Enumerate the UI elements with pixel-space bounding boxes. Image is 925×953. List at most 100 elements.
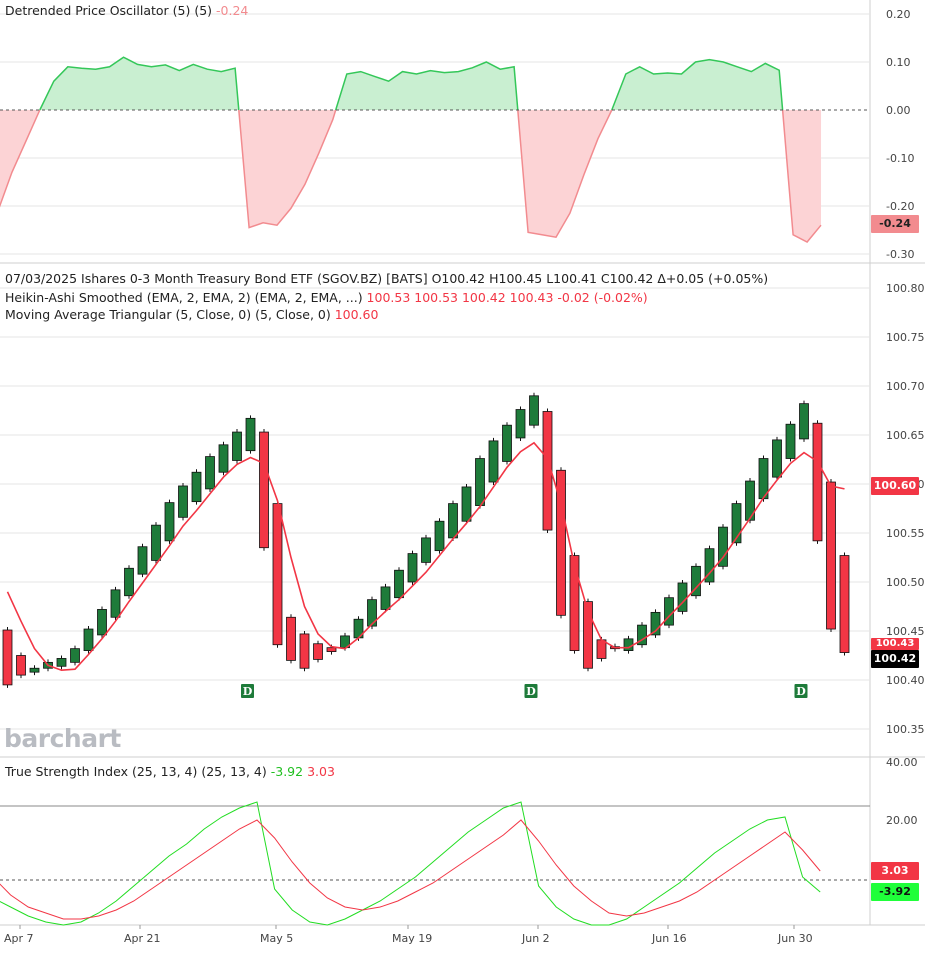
- price-tick-label: 100.65: [886, 429, 925, 442]
- price-tick-label: 100.45: [886, 625, 925, 638]
- grid-lines: [0, 0, 925, 926]
- up-candle: [245, 417, 256, 452]
- up-candle: [178, 485, 188, 518]
- down-candle: [826, 481, 836, 630]
- x-tick-label: Jun 30: [777, 932, 813, 945]
- dpo-negative-area: [517, 110, 612, 238]
- down-candle: [556, 469, 566, 616]
- dpo-tick-label: -0.20: [886, 200, 914, 213]
- dpo-tick-label: 0.10: [886, 56, 911, 69]
- dividend-letter: D: [796, 685, 806, 698]
- dpo-positive-line: [334, 61, 519, 111]
- up-candle: [623, 638, 634, 652]
- up-candle: [664, 597, 674, 626]
- up-candle: [97, 609, 107, 636]
- heikin-ashi-candles: [2, 392, 850, 688]
- dividend-marker: D: [241, 684, 254, 698]
- dividend-marker: D: [524, 684, 538, 698]
- dpo-positive-area: [611, 59, 783, 110]
- heikin-value-tag: 100.43: [871, 638, 919, 650]
- tsi-tick-label: 40.00: [886, 756, 918, 769]
- heikin-values: 100.53 100.53 100.42 100.43 -0.02 (-0.02…: [366, 290, 648, 305]
- dividend-badge: [241, 684, 254, 698]
- up-candle: [731, 503, 742, 544]
- price-tick-label: 100.75: [886, 331, 925, 344]
- dpo-tick-label: -0.30: [886, 248, 914, 261]
- dpo-positive-line: [39, 56, 240, 111]
- axis-labels: 0.20 0.10 0.00 -0.10 -0.20 -0.30 100.80 100.75 1…: [4, 8, 925, 945]
- dpo-tick-label: 0.00: [886, 104, 911, 117]
- up-candle: [394, 569, 404, 599]
- up-candle: [164, 502, 175, 542]
- price-tick-label: 100.40: [886, 674, 925, 687]
- heikin-legend: Heikin-Ashi Smoothed (EMA, 2, EMA, 2) (E…: [5, 290, 648, 305]
- dpo-title-text: Detrended Price Oscillator (5) (5): [5, 3, 217, 18]
- signal-value: 3.03: [307, 764, 335, 779]
- up-candle: [434, 520, 445, 552]
- last-price-tag: 100.42: [871, 650, 919, 668]
- x-tick-label: Jun 2: [521, 932, 550, 945]
- up-candle: [56, 658, 67, 667]
- up-candle: [461, 486, 472, 522]
- ma-value: 100.60: [334, 307, 379, 322]
- dpo-value-tag: -0.24: [871, 215, 919, 233]
- dpo-negative-area: [238, 110, 336, 228]
- ma-value-tag: 100.60: [871, 477, 919, 495]
- up-candle: [232, 431, 242, 461]
- down-candle: [596, 639, 607, 659]
- down-candle: [2, 629, 13, 686]
- up-candle: [367, 599, 377, 627]
- dpo-tick-label: -0.10: [886, 152, 914, 165]
- tsi-lines: [0, 801, 821, 926]
- up-candle: [407, 553, 418, 583]
- down-candle: [583, 601, 593, 669]
- ma-label: Moving Average Triangular (5, Close, 0) …: [5, 307, 335, 322]
- up-candle: [83, 628, 94, 651]
- tsi-title: True Strength Index (25, 13, 4) (25, 13,…: [5, 764, 271, 779]
- price-tick-label: 100.80: [886, 282, 925, 295]
- x-tick-label: May 5: [260, 932, 293, 945]
- dpo-negative-line: [781, 109, 822, 243]
- tsi-value: -3.92: [270, 764, 304, 779]
- up-candle: [502, 424, 512, 462]
- up-candle: [488, 440, 499, 483]
- dividend-badge: [794, 684, 808, 698]
- dpo-area: [0, 56, 870, 243]
- up-candle: [704, 548, 715, 583]
- up-candle: [475, 458, 485, 506]
- dividend-badge: [524, 684, 538, 698]
- down-candle: [272, 503, 283, 646]
- x-tick-label: Apr 7: [4, 932, 34, 945]
- up-candle: [124, 567, 134, 597]
- down-candle: [326, 647, 337, 652]
- up-candle: [137, 546, 148, 575]
- barchart-watermark: barchart: [4, 724, 121, 753]
- up-candle: [677, 582, 688, 612]
- tsi-value-tag: -3.92: [871, 883, 919, 901]
- down-candle: [569, 555, 580, 651]
- x-tick-label: Jun 16: [651, 932, 687, 945]
- up-candle: [718, 526, 728, 567]
- dividend-letter: D: [243, 685, 253, 698]
- dpo-negative-line: [238, 109, 337, 229]
- ma-legend: Moving Average Triangular (5, Close, 0) …: [5, 307, 378, 322]
- dpo-negative-line: [0, 109, 41, 208]
- up-candle: [151, 524, 161, 561]
- down-candle: [839, 555, 850, 653]
- x-tick-label: Apr 21: [124, 932, 161, 945]
- down-candle: [259, 431, 269, 549]
- down-candle: [313, 643, 323, 660]
- up-candle: [380, 586, 391, 610]
- heikin-label: Heikin-Ashi Smoothed (EMA, 2, EMA, 2) (E…: [5, 290, 367, 305]
- signal-value-tag: 3.03: [871, 862, 919, 880]
- down-candle: [299, 633, 310, 669]
- tsi-tick-label: 20.00: [886, 814, 918, 827]
- up-candle: [421, 537, 431, 563]
- dpo-title: Detrended Price Oscillator (5) (5) -0.24: [5, 3, 248, 18]
- dpo-value: -0.24: [216, 3, 249, 18]
- up-candle: [745, 480, 755, 521]
- down-candle: [812, 422, 823, 542]
- tsi-line: [0, 801, 821, 926]
